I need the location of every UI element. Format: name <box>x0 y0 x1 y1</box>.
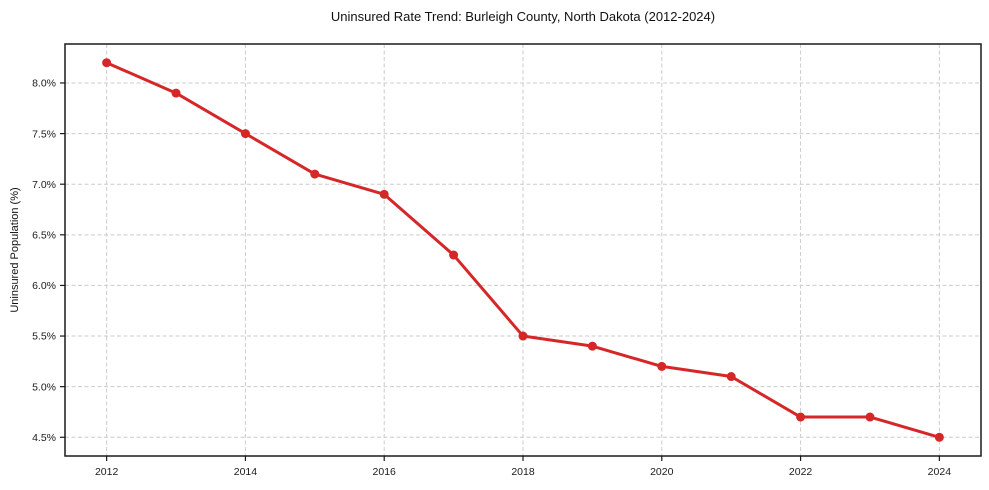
y-tick-label: 5.5% <box>32 331 56 343</box>
data-point <box>865 412 875 422</box>
chart-title: Uninsured Rate Trend: Burleigh County, N… <box>330 9 716 24</box>
y-tick-label: 7.5% <box>32 128 56 140</box>
x-tick-label: 2024 <box>928 466 952 478</box>
data-point <box>379 189 389 199</box>
y-tick-label: 8.0% <box>32 78 56 90</box>
x-tick-label: 2012 <box>95 466 119 478</box>
data-point <box>587 341 597 351</box>
data-point <box>796 412 806 422</box>
x-tick-label: 2014 <box>234 466 258 478</box>
y-tick-label: 6.0% <box>32 280 56 292</box>
data-point <box>726 372 736 382</box>
x-tick-label: 2016 <box>373 466 397 478</box>
y-tick-label: 5.0% <box>32 381 56 393</box>
data-point <box>657 361 667 371</box>
x-tick-label: 2020 <box>650 466 674 478</box>
data-point <box>310 169 320 179</box>
data-point <box>240 129 250 139</box>
y-tick-label: 4.5% <box>32 432 56 444</box>
x-tick-label: 2018 <box>511 466 535 478</box>
data-point <box>518 331 528 341</box>
x-tick-label: 2022 <box>789 466 813 478</box>
data-point <box>934 432 944 442</box>
y-tick-label: 7.0% <box>32 179 56 191</box>
data-point <box>102 58 112 68</box>
data-point <box>449 250 459 260</box>
y-tick-label: 6.5% <box>32 230 56 242</box>
data-point <box>171 88 181 98</box>
